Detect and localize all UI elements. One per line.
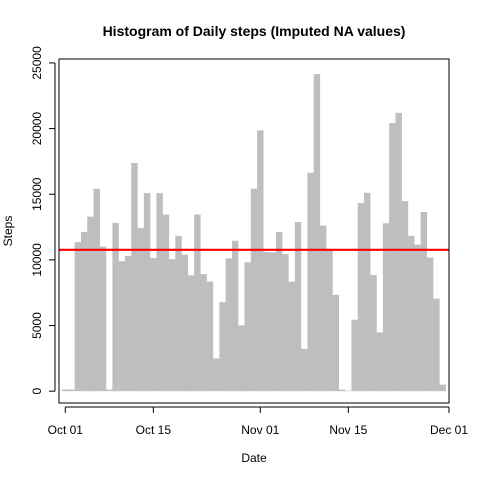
bar [313, 74, 321, 392]
y-tick-label: 10000 [30, 243, 44, 277]
y-tick-label: 5000 [30, 312, 44, 339]
bar [382, 223, 390, 392]
bar [307, 172, 314, 392]
bar [169, 259, 176, 392]
bar [288, 281, 295, 392]
bar [257, 130, 264, 392]
bar [194, 214, 201, 392]
bar [124, 255, 132, 392]
bar [150, 258, 157, 392]
x-tick-label: Oct 15 [136, 423, 172, 437]
x-tick-label: Nov 15 [329, 423, 367, 437]
bar [263, 252, 270, 392]
bar [231, 240, 239, 392]
bar [319, 225, 327, 392]
bar [99, 246, 107, 392]
bar [326, 249, 333, 392]
x-tick-label: Oct 01 [48, 423, 84, 437]
bar [143, 192, 151, 392]
bar [282, 254, 289, 392]
bar [213, 358, 220, 392]
bar [200, 274, 207, 392]
bar [426, 257, 434, 392]
bar [389, 122, 396, 392]
bar [250, 188, 258, 392]
bar [131, 162, 138, 392]
bar [62, 389, 69, 392]
bar [225, 258, 233, 392]
bar [332, 294, 339, 392]
bar [345, 390, 352, 392]
bar [414, 244, 421, 392]
bars [62, 74, 446, 392]
x-tick-label: Nov 01 [241, 423, 279, 437]
y-axis: 0 5000 10000 15000 20000 25000 [30, 46, 56, 395]
bar [364, 192, 371, 392]
bar [137, 228, 144, 392]
bar [118, 261, 126, 392]
chart-title: Histogram of Daily steps (Imputed NA val… [103, 23, 406, 39]
bar [74, 242, 82, 392]
bar [376, 332, 384, 392]
y-axis-label: Steps [1, 216, 15, 247]
bar [357, 202, 365, 392]
bar [106, 389, 113, 392]
bar [433, 298, 440, 392]
x-axis-label: Date [241, 451, 267, 465]
bar [219, 302, 226, 392]
bar [206, 281, 214, 392]
y-tick-label: 20000 [30, 112, 44, 146]
x-axis: Oct 01 Oct 15 Nov 01 Nov 15 Dec 01 [48, 406, 468, 437]
bar [338, 389, 346, 392]
bar [370, 275, 377, 392]
bar [401, 201, 409, 392]
bar [156, 193, 163, 392]
x-tick-label: Dec 01 [430, 423, 468, 437]
bar [87, 216, 94, 392]
bar [301, 348, 308, 392]
bar [187, 275, 195, 392]
y-tick-label: 25000 [30, 46, 44, 80]
bar [408, 235, 415, 392]
bar [80, 232, 88, 392]
bar [244, 262, 251, 392]
plot-frame [58, 58, 450, 404]
y-tick-label: 15000 [30, 177, 44, 211]
bar [395, 112, 402, 392]
bar [162, 214, 170, 392]
bar [112, 222, 119, 392]
bar [269, 252, 277, 392]
bar [175, 235, 182, 392]
bar [275, 232, 283, 392]
bar [294, 222, 302, 392]
bar [238, 325, 245, 392]
bar [351, 319, 358, 392]
bar [439, 384, 446, 392]
bar [68, 389, 75, 392]
y-tick-label: 0 [30, 388, 44, 395]
bar [93, 188, 100, 392]
bar [420, 212, 428, 392]
bar [181, 254, 189, 392]
